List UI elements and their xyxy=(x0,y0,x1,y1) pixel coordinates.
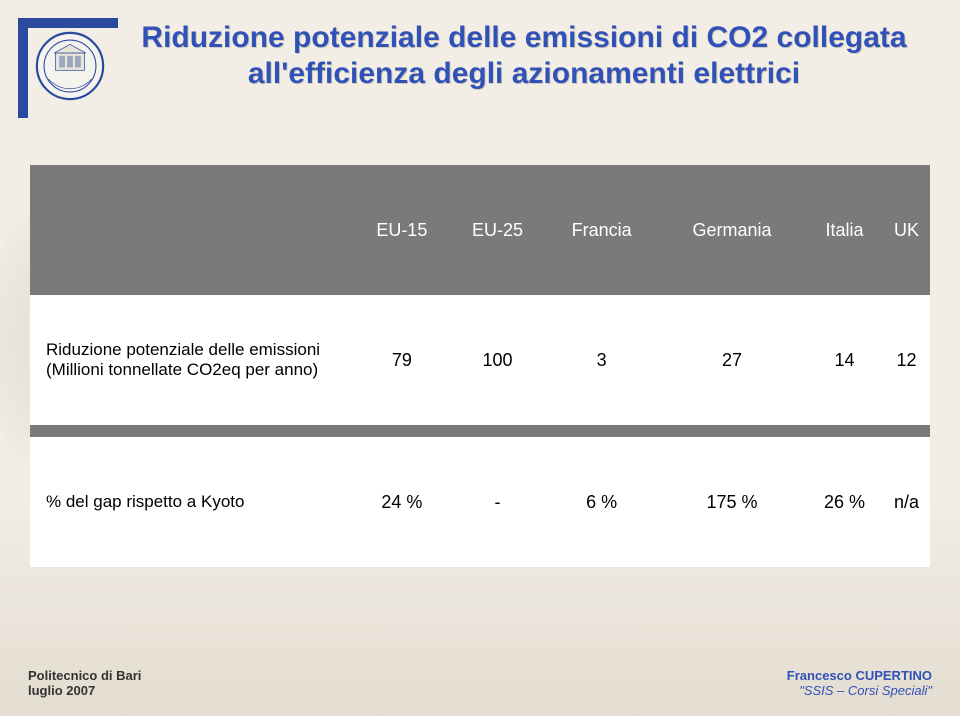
table-row: Riduzione potenziale delle emissioni (Mi… xyxy=(30,295,930,425)
cell: 24 % xyxy=(354,437,450,567)
corner-frame-horizontal xyxy=(18,18,118,28)
cell: n/a xyxy=(883,437,930,567)
cell: 3 xyxy=(545,295,658,425)
footer-left: Politecnico di Bari luglio 2007 xyxy=(28,668,141,698)
row-label: Riduzione potenziale delle emissioni (Mi… xyxy=(30,295,354,425)
col-header: EU-15 xyxy=(354,165,450,295)
col-header: UK xyxy=(883,165,930,295)
footer-date: luglio 2007 xyxy=(28,683,95,698)
row-label: % del gap rispetto a Kyoto xyxy=(30,437,354,567)
cell: 79 xyxy=(354,295,450,425)
cell: - xyxy=(450,437,546,567)
table-header-row: EU-15 EU-25 Francia Germania Italia UK xyxy=(30,165,930,295)
cell: 26 % xyxy=(806,437,883,567)
table-row: % del gap rispetto a Kyoto 24 % - 6 % 17… xyxy=(30,437,930,567)
title-line-1: Riduzione potenziale delle emissioni di … xyxy=(141,21,906,54)
footer-course: "SSIS – Corsi Speciali" xyxy=(799,683,932,698)
cell: 12 xyxy=(883,295,930,425)
cell: 27 xyxy=(658,295,806,425)
header-stub xyxy=(30,165,354,295)
col-header: Francia xyxy=(545,165,658,295)
footer-institution: Politecnico di Bari xyxy=(28,668,141,683)
cell: 6 % xyxy=(545,437,658,567)
row-separator xyxy=(30,425,930,437)
data-table: EU-15 EU-25 Francia Germania Italia UK R… xyxy=(30,165,930,567)
col-header: Germania xyxy=(658,165,806,295)
cell: 100 xyxy=(450,295,546,425)
slide-footer: Politecnico di Bari luglio 2007 Francesc… xyxy=(0,668,960,698)
cell: 175 % xyxy=(658,437,806,567)
title-line-2: all'efficienza degli azionamenti elettri… xyxy=(248,57,800,90)
col-header: Italia xyxy=(806,165,883,295)
corner-frame-vertical xyxy=(18,18,28,118)
cell: 14 xyxy=(806,295,883,425)
slide-title: Riduzione potenziale delle emissioni di … xyxy=(118,20,930,92)
politecnico-logo xyxy=(34,30,106,102)
col-header: EU-25 xyxy=(450,165,546,295)
footer-right: Francesco CUPERTINO "SSIS – Corsi Specia… xyxy=(787,668,932,698)
footer-author: Francesco CUPERTINO xyxy=(787,668,932,683)
